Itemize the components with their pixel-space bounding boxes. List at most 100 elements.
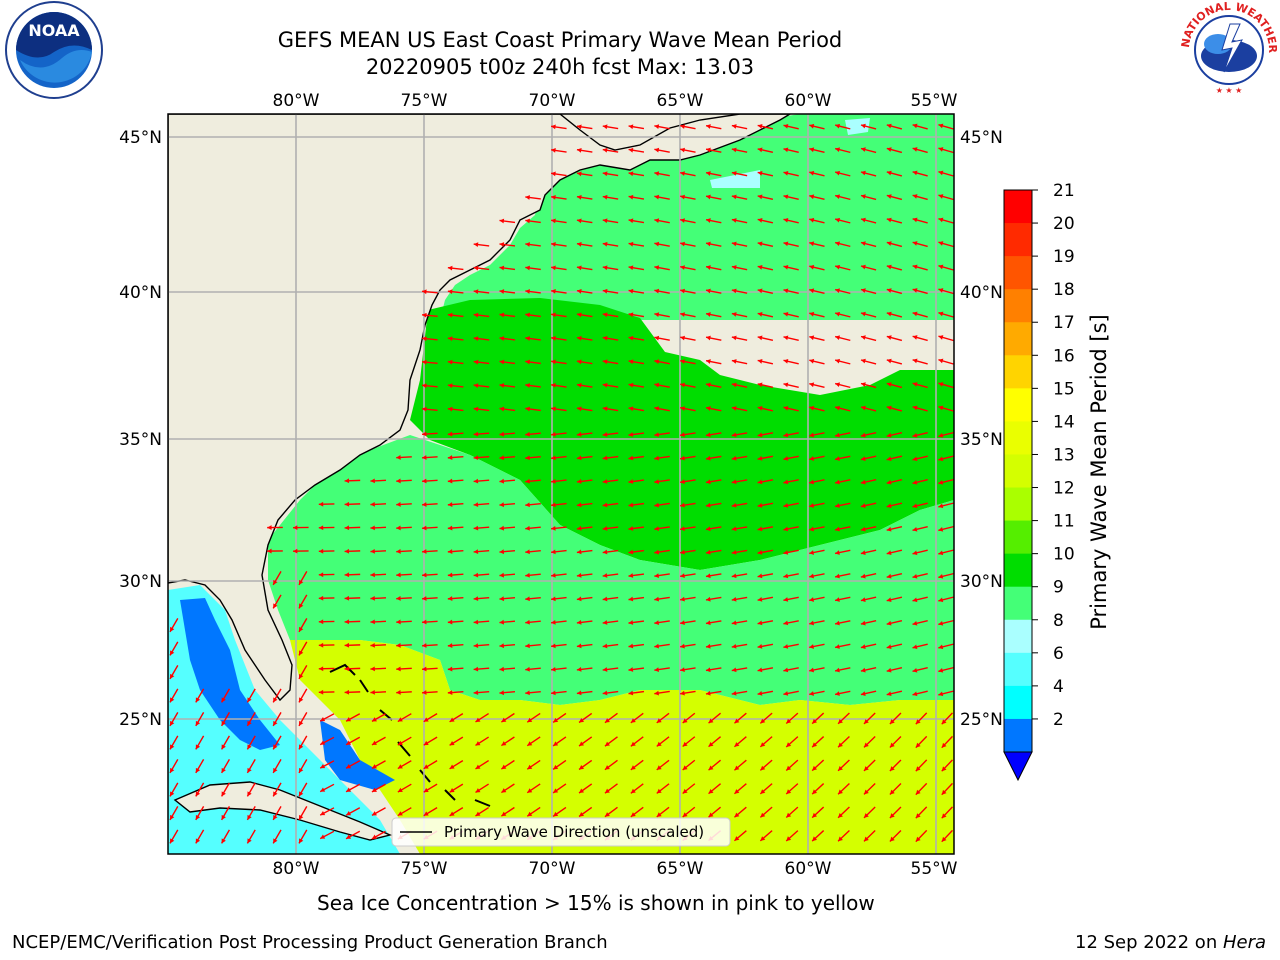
wave-arrow-head xyxy=(835,241,840,246)
wave-arrow-head xyxy=(912,526,918,532)
wave-arrow-head xyxy=(838,789,843,795)
wave-arrow-head xyxy=(786,765,792,771)
colorbar-band xyxy=(1004,355,1032,389)
wave-arrow-head xyxy=(346,811,352,816)
wave-arrow-head xyxy=(734,789,740,794)
wave-arrow-head xyxy=(499,549,505,555)
wave-arrow-head xyxy=(525,502,530,508)
wave-arrow-head xyxy=(576,526,582,531)
wave-arrow-head xyxy=(886,456,892,462)
wave-arrow-head xyxy=(860,217,866,223)
wave-arrow-head xyxy=(447,690,453,695)
wave-arrow-head xyxy=(731,359,737,364)
wave-arrow-head xyxy=(654,359,660,364)
wave-arrow-head xyxy=(473,690,479,696)
wave-arrow-head xyxy=(475,788,481,793)
wave-arrow-head xyxy=(527,764,533,770)
wave-arrow-head xyxy=(344,642,350,648)
wave-arrow-head xyxy=(628,241,634,247)
wave-arrow-head xyxy=(835,573,840,579)
wave-arrow-head xyxy=(553,811,559,817)
wave-arrow-head xyxy=(576,382,582,388)
wave-arrow-head xyxy=(499,431,505,437)
colorbar-label: Primary Wave Mean Period [s] xyxy=(1087,314,1111,630)
wave-arrow-head xyxy=(576,596,582,602)
wave-arrow-head xyxy=(809,667,815,673)
wave-arrow-head xyxy=(731,147,737,153)
wave-arrow-head xyxy=(708,718,714,724)
wave-arrow-head xyxy=(344,501,350,507)
wave-arrow-head xyxy=(273,697,278,703)
wave-arrow-head xyxy=(705,690,711,696)
wave-arrow-head xyxy=(576,479,582,484)
wave-arrow-head xyxy=(293,548,298,554)
colorbar-tick-label: 6 xyxy=(1053,644,1064,664)
wave-arrow-head xyxy=(860,432,866,438)
wave-arrow-head xyxy=(447,265,453,271)
wave-arrow-head xyxy=(654,406,660,411)
wave-arrow-head xyxy=(525,265,530,271)
wave-arrow-head xyxy=(705,643,711,649)
wave-arrow-head xyxy=(576,690,582,696)
wave-arrow-head xyxy=(809,123,815,129)
wave-arrow-head xyxy=(299,697,304,703)
colorbar-tick-label: 15 xyxy=(1053,379,1075,399)
wave-arrow-head xyxy=(680,620,685,626)
wave-arrow-head xyxy=(630,812,636,817)
wave-arrow-head xyxy=(499,383,505,388)
wave-arrow-head xyxy=(344,666,350,672)
wave-arrow-head xyxy=(835,432,840,438)
wave-arrow-head xyxy=(551,312,556,318)
wave-arrow-head xyxy=(473,549,479,555)
wave-arrow-head xyxy=(221,767,226,773)
colorbar-tick-label: 12 xyxy=(1053,479,1075,499)
wave-arrow-head xyxy=(602,479,608,484)
wave-arrow-head xyxy=(604,788,610,794)
wave-arrow-head xyxy=(499,690,505,696)
wave-arrow-head xyxy=(757,241,763,247)
wave-arrow-head xyxy=(525,218,530,224)
wave-arrow-head xyxy=(706,218,711,223)
wave-arrow-head xyxy=(860,335,866,340)
wave-arrow-head xyxy=(628,194,634,200)
wave-arrow-head xyxy=(757,479,763,485)
wave-arrow-head xyxy=(835,503,840,508)
wave-arrow-head xyxy=(551,406,556,412)
wave-arrow-head xyxy=(551,525,556,531)
wave-arrow-head xyxy=(475,764,481,769)
wave-arrow-head xyxy=(551,148,556,153)
wave-arrow-head xyxy=(863,836,869,842)
wave-arrow-head xyxy=(628,690,634,696)
wave-arrow-head xyxy=(708,788,714,794)
wave-arrow-head xyxy=(579,788,585,793)
wave-arrow-head xyxy=(860,288,866,293)
wave-arrow-head xyxy=(860,405,866,411)
wave-arrow-head xyxy=(680,147,685,153)
colorbar-band xyxy=(1004,553,1032,588)
wave-arrow-head xyxy=(838,718,843,724)
wave-arrow-head xyxy=(396,455,401,460)
wave-arrow-head xyxy=(576,312,582,318)
wave-arrow-head xyxy=(835,405,840,411)
wave-arrow-head xyxy=(912,170,918,176)
ocean-field-9-10s-central xyxy=(268,435,954,705)
wave-arrow-head xyxy=(602,620,608,625)
wave-arrow-head xyxy=(731,335,737,341)
wave-arrow-head xyxy=(835,311,840,317)
wave-arrow-head xyxy=(344,689,350,695)
wave-arrow-head xyxy=(344,619,350,625)
wave-arrow-head xyxy=(654,526,660,531)
wave-arrow-head xyxy=(551,242,556,247)
wave-arrow-head xyxy=(525,312,530,318)
wave-arrow-head xyxy=(809,597,815,602)
wave-arrow-head xyxy=(654,124,660,129)
noaa-logo-text: NOAA xyxy=(28,21,80,40)
wave-arrow-head xyxy=(680,526,685,532)
wave-arrow-head xyxy=(783,550,789,555)
wave-arrow-head xyxy=(912,667,918,673)
wave-arrow-head xyxy=(812,812,818,818)
wave-arrow-head xyxy=(708,812,714,818)
wave-arrow-head xyxy=(551,619,556,625)
wave-arrow-head xyxy=(860,573,866,579)
colorbar-tick-label: 14 xyxy=(1053,412,1075,432)
